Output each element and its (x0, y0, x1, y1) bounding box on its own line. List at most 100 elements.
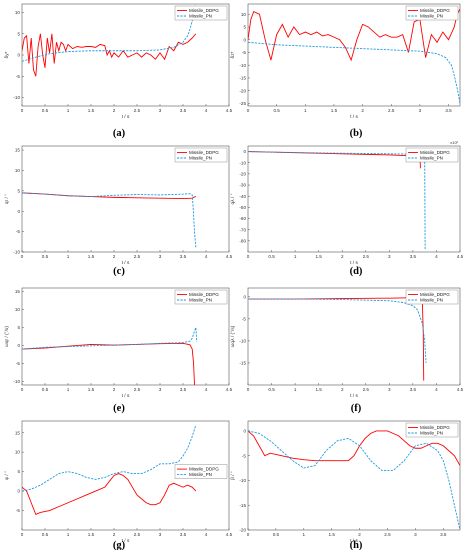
x-tick-label: 3 (388, 254, 391, 259)
series-line-ddpg (22, 33, 197, 77)
y-tick-label: 0 (243, 149, 246, 154)
y-tick-label: 0 (243, 294, 246, 299)
x-tick-label: 2 (113, 387, 116, 392)
legend-label: Missile_PN (189, 156, 212, 161)
y-axis-label: δz* (230, 51, 236, 58)
y-axis-label: qλ / ° (230, 193, 236, 204)
y-tick-label: 10 (15, 450, 21, 455)
panel-caption: (h) (350, 540, 363, 550)
x-tick-label: 2 (113, 532, 116, 537)
legend-label: Missile_DDPG (420, 150, 450, 155)
y-tick-label: -15 (239, 76, 246, 81)
x-tick-label: 0.5 (42, 108, 49, 113)
x-tick-label: 1.5 (88, 387, 95, 392)
x-tick-label: 1.5 (88, 254, 95, 259)
series-line-pn (248, 151, 426, 250)
x-tick-label: 2 (341, 254, 344, 259)
x-tick-label: 4.5 (457, 387, 464, 392)
x-tick-label: 2 (358, 532, 361, 537)
x-tick-label: 4.5 (226, 532, 233, 537)
legend-label: Missile_DDPG (189, 292, 219, 297)
x-tick-label: 0 (247, 108, 250, 113)
legend-label: Missile_PN (189, 14, 212, 19)
x-tick-label: 1 (304, 108, 307, 113)
x-tick-label: 2.5 (134, 108, 141, 113)
legend-box (405, 147, 459, 163)
y-tick-label: -15 (239, 503, 246, 508)
chart-panel-5: 0 0.5 1 1.5 2 2.5 3 3.5 4 4.5 -10 -5 0 5 10 15 t / s ωqr … (4, 287, 233, 399)
x-tick-label: 3 (159, 387, 162, 392)
series-line-pn (22, 4, 196, 62)
panel-caption: (d) (350, 266, 363, 277)
series-line-pn (22, 327, 198, 350)
series-line-pn (248, 41, 460, 104)
legend-label: Missile_PN (420, 298, 443, 303)
legend-box (405, 289, 459, 305)
legend-label: Missile_PN (420, 14, 443, 19)
chart-panel-2: 0 0.5 1 1.5 2 2.5 3 3.5 -25 -20 -15 -10 -5 0 5 10 t / s δ… (230, 3, 461, 120)
chart-panel-3: 0 0.5 1 1.5 2 2.5 3 3.5 4 4.5 -10 -5 0 5 10 15 t / s qr /… (4, 145, 233, 266)
series-line-ddpg (248, 430, 460, 466)
x-tick-label: 2.5 (134, 532, 141, 537)
x-tick-label: 4.5 (226, 387, 233, 392)
x-tick-label: 3.5 (410, 387, 417, 392)
x-tick-label: 1.5 (315, 387, 322, 392)
y-axis-label: φ / ° (4, 471, 10, 480)
x-tick-label: 0 (247, 532, 250, 537)
y-tick-label: 10 (15, 307, 21, 312)
legend-label: Missile_DDPG (189, 150, 219, 155)
x-tick-label: 3.5 (445, 108, 452, 113)
x-tick-label: 2.5 (363, 387, 370, 392)
y-tick-label: -20 (239, 528, 246, 533)
series-line-ddpg (248, 8, 460, 62)
x-tick-label: 1.5 (331, 108, 338, 113)
x-tick-label: 1 (67, 387, 70, 392)
x-tick-label: 1 (294, 387, 297, 392)
y-tick-label: -10 (239, 160, 246, 165)
x-tick-label: 2 (361, 108, 364, 113)
x-tick-label: 1.5 (88, 108, 95, 113)
x-tick-label: 3.5 (180, 108, 187, 113)
x-tick-label: 2 (113, 108, 116, 113)
legend-label: Missile_DDPG (189, 467, 219, 472)
x-tick-label: 2.5 (134, 254, 141, 259)
chart-panel-6: 0 0.5 1 1.5 2 2.5 3 3.5 4 4.5 -15 -10 -5 0 t / s ωqλ / … (230, 287, 464, 399)
y-axis-label: β / ° (230, 471, 236, 480)
x-tick-label: 0 (247, 254, 250, 259)
y-tick-label: -10 (239, 339, 246, 344)
x-tick-label: 4 (205, 387, 208, 392)
legend-box (174, 464, 228, 479)
x-tick-label: 3 (388, 387, 391, 392)
y-tick-label: 10 (241, 12, 247, 17)
x-axis-label: t / s (350, 114, 358, 120)
y-tick-label: 15 (15, 148, 21, 153)
x-tick-label: 0 (247, 387, 250, 392)
y-tick-label: -5 (16, 229, 21, 234)
legend-box (174, 5, 228, 21)
x-tick-label: 0 (21, 387, 24, 392)
x-tick-label: 4 (205, 532, 208, 537)
x-tick-label: 0 (21, 254, 24, 259)
x-tick-label: 4.5 (226, 254, 233, 259)
x-tick-label: 1 (67, 108, 70, 113)
panel-caption: (a) (113, 128, 126, 139)
y-tick-label: 15 (15, 430, 21, 435)
x-tick-label: 2 (341, 387, 344, 392)
x-tick-label: 0.5 (42, 387, 49, 392)
legend-label: Missile_DDPG (420, 292, 450, 297)
y-tick-label: -80 (239, 238, 246, 243)
y-tick-label: 0 (17, 489, 20, 494)
chart-panel-1: 0 0.5 1 1.5 2 2.5 3 3.5 4 4.5 -10 -5 0 5 10 t / s δy* Mis… (4, 3, 233, 120)
chart-panel-4: 0 0.5 1 1.5 2 2.5 3 3.5 4 4.5 -80 -70 -60 -50 -40 -30 -2… (230, 145, 464, 266)
y-tick-label: -30 (239, 183, 246, 188)
series-line-pn (248, 430, 460, 530)
x-tick-label: 3.5 (180, 387, 187, 392)
legend-label: Missile_DDPG (189, 8, 219, 13)
x-tick-label: 3 (419, 108, 422, 113)
x-tick-label: 3 (159, 108, 162, 113)
legend-label: Missile_PN (189, 472, 212, 477)
